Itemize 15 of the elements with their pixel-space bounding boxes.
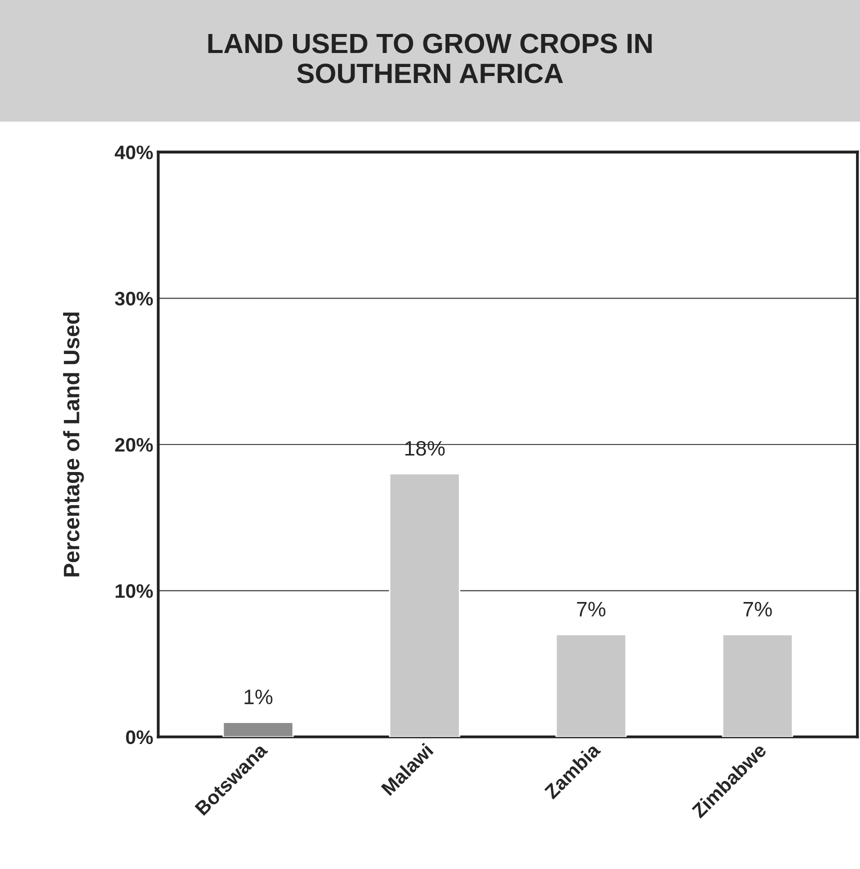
- data-label: 1%: [244, 690, 272, 704]
- bar: [555, 634, 627, 737]
- y-tick-label: 20%: [115, 438, 153, 452]
- chart-title: LAND USED TO GROW CROPS IN SOUTHERN AFRICA: [208, 34, 652, 84]
- y-tick-label: 10%: [116, 584, 153, 598]
- y-axis-title: Percentage of Land Used: [63, 312, 84, 576]
- bar: [222, 722, 294, 737]
- bar: [722, 634, 794, 737]
- y-tick-label: 0%: [126, 730, 153, 744]
- bar: [388, 473, 460, 737]
- y-tick-label: 40%: [114, 146, 153, 160]
- data-label: 7%: [577, 602, 606, 616]
- data-label: 7%: [744, 602, 772, 616]
- y-tick-label: 30%: [114, 292, 153, 306]
- data-label: 18%: [405, 440, 445, 456]
